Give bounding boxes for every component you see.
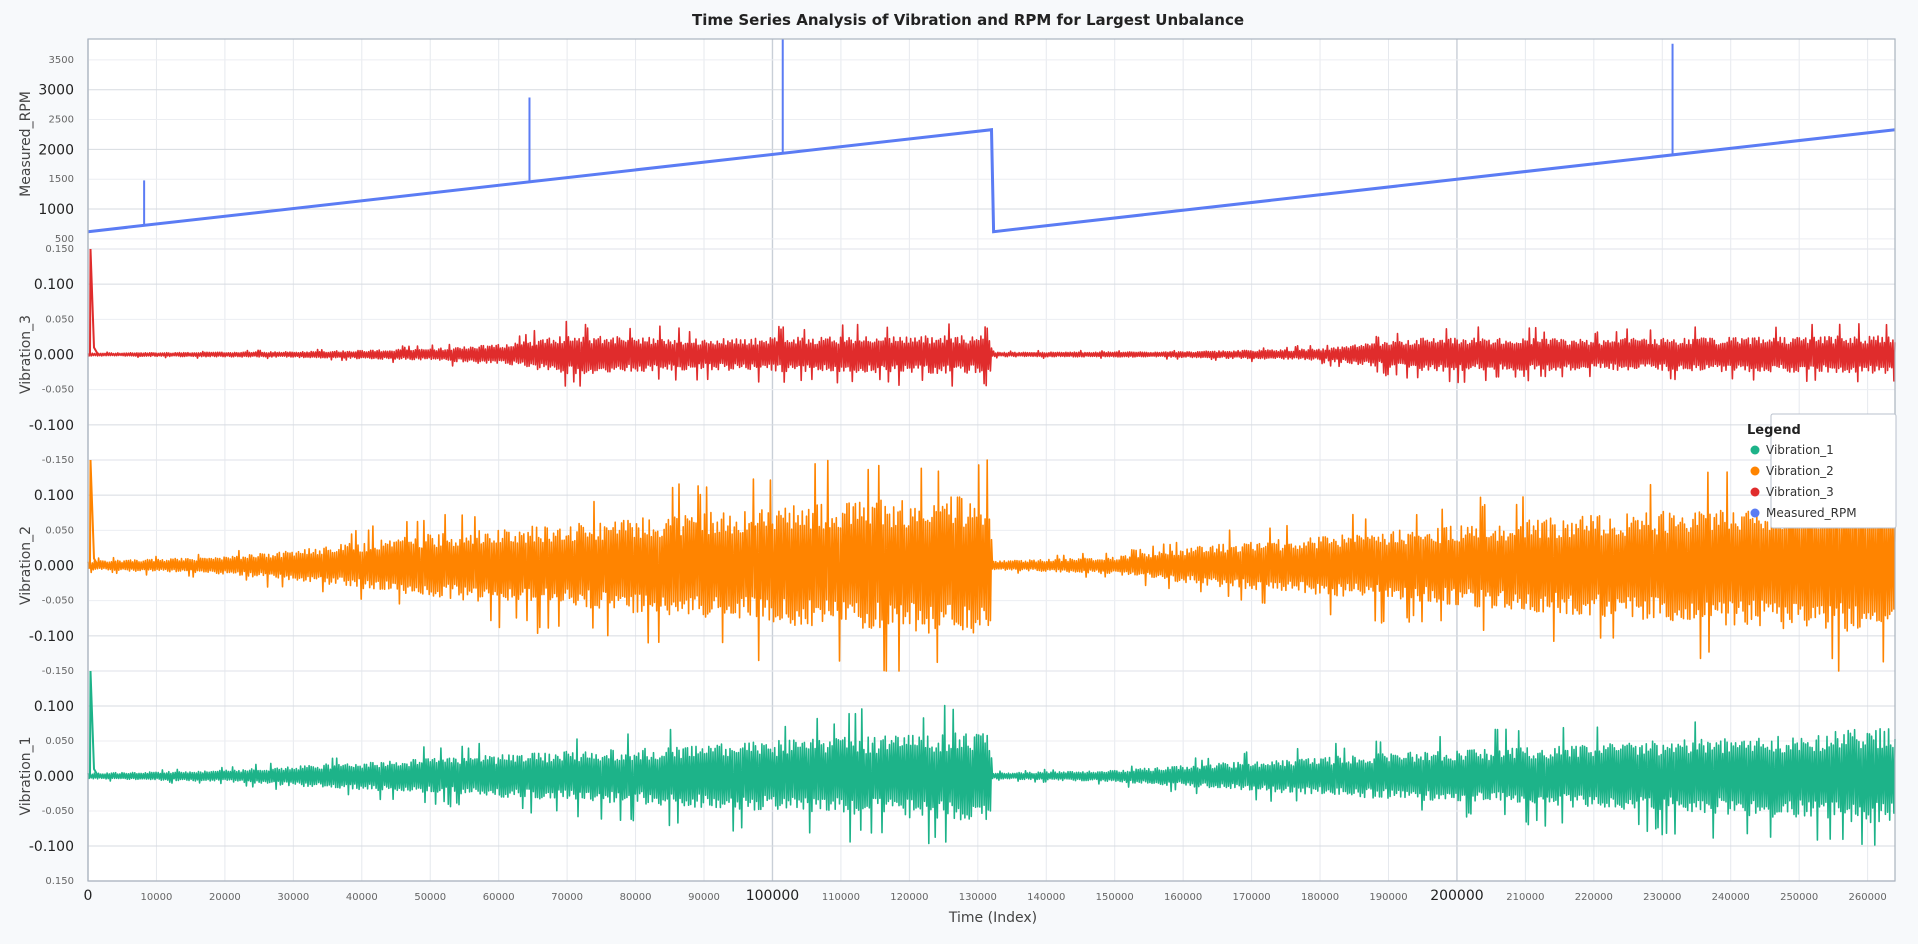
y-tick-label: 0.100 bbox=[34, 488, 74, 504]
x-tick-label: 30000 bbox=[277, 892, 309, 903]
x-tick-label: 50000 bbox=[414, 892, 446, 903]
y-tick-label: -0.100 bbox=[29, 418, 74, 434]
legend-items: Vibration_1 Vibration_2 Vibration_3 Measure… bbox=[1750, 443, 1857, 520]
x-tick-label: 140000 bbox=[1027, 892, 1065, 903]
y-tick-label: -0.100 bbox=[29, 629, 74, 645]
y-tick-label: 0.150 bbox=[45, 876, 74, 887]
x-tick-label: 250000 bbox=[1780, 892, 1818, 903]
y-tick-label: 2000 bbox=[38, 142, 74, 158]
y-tick-label: 0.100 bbox=[34, 277, 74, 293]
x-tick-label: 90000 bbox=[688, 892, 720, 903]
axis-layer: 0 10000 20000 30000 40000 50000 60000 70000 8000… bbox=[18, 38, 1896, 904]
legend-marker bbox=[1750, 466, 1760, 476]
series-line-vibration-3 bbox=[87, 320, 1896, 387]
start-transient bbox=[89, 670, 99, 777]
x-tick-label: 10000 bbox=[141, 892, 173, 903]
y-tick-label: 0.050 bbox=[45, 525, 74, 536]
legend-label: Vibration_2 bbox=[1766, 464, 1834, 478]
series-layer bbox=[87, 39, 1896, 846]
y-axis-label: Measured_RPM bbox=[18, 91, 34, 197]
legend-marker bbox=[1750, 487, 1760, 497]
y-tick-label: 0.150 bbox=[45, 244, 74, 255]
x-tick-label: 80000 bbox=[620, 892, 652, 903]
x-tick-label: 230000 bbox=[1643, 892, 1681, 903]
y-tick-label: 1000 bbox=[38, 202, 74, 218]
series-line-vibration-1 bbox=[87, 704, 1896, 846]
y-tick-label: 3500 bbox=[49, 55, 74, 66]
x-tick-label: 40000 bbox=[346, 892, 378, 903]
x-tick-label: 200000 bbox=[1430, 888, 1483, 904]
x-tick-label: 70000 bbox=[551, 892, 583, 903]
y-tick-label: -0.050 bbox=[42, 385, 74, 396]
legend-box bbox=[1770, 413, 1897, 529]
y-tick-label: 500 bbox=[55, 234, 74, 245]
y-tick-label: 0.000 bbox=[34, 559, 74, 575]
y-tick-label: -0.050 bbox=[42, 806, 74, 817]
x-tick-label: 150000 bbox=[1096, 892, 1134, 903]
x-tick-label: 20000 bbox=[209, 892, 241, 903]
y-axis-label: Vibration_1 bbox=[18, 736, 34, 815]
x-tick-label: 120000 bbox=[890, 892, 928, 903]
y-axis-label: Vibration_3 bbox=[18, 315, 34, 394]
legend[interactable]: Legend Vibration_1 Vibration_2 Vibration_3… bbox=[1747, 413, 1897, 529]
legend-marker bbox=[1750, 508, 1760, 518]
x-tick-label: 190000 bbox=[1369, 892, 1407, 903]
x-tick-label: 130000 bbox=[959, 892, 997, 903]
y-tick-label: 2500 bbox=[49, 115, 74, 126]
legend-label: Vibration_1 bbox=[1766, 443, 1834, 457]
start-transient bbox=[89, 459, 99, 566]
x-tick-label: 180000 bbox=[1301, 892, 1339, 903]
x-tick-label: 110000 bbox=[822, 892, 860, 903]
x-tick-label: 220000 bbox=[1575, 892, 1613, 903]
legend-title: Legend bbox=[1747, 423, 1801, 438]
y-axis-label: Vibration_2 bbox=[18, 526, 34, 605]
chart-title: Time Series Analysis of Vibration and RP… bbox=[692, 11, 1244, 29]
x-tick-label: 0 bbox=[84, 888, 93, 904]
x-tick-label: 210000 bbox=[1506, 892, 1544, 903]
y-tick-label: -0.150 bbox=[42, 455, 74, 466]
series-line-vibration-2 bbox=[87, 459, 1896, 672]
x-tick-label: 100000 bbox=[746, 888, 799, 904]
x-axis-label: Time (Index) bbox=[948, 910, 1037, 926]
y-tick-label: 0.100 bbox=[34, 699, 74, 715]
x-tick-label: 60000 bbox=[483, 892, 515, 903]
x-tick-label: 160000 bbox=[1164, 892, 1202, 903]
legend-label: Vibration_3 bbox=[1766, 485, 1834, 499]
x-tick-label: 170000 bbox=[1233, 892, 1271, 903]
start-transient bbox=[89, 248, 99, 355]
legend-label: Measured_RPM bbox=[1766, 506, 1857, 520]
y-tick-label: 0.000 bbox=[34, 348, 74, 364]
y-tick-label: 0.000 bbox=[34, 769, 74, 785]
y-tick-label: 0.050 bbox=[45, 736, 74, 747]
y-tick-label: 0.050 bbox=[45, 314, 74, 325]
y-tick-label: -0.050 bbox=[42, 596, 74, 607]
x-tick-label: 260000 bbox=[1849, 892, 1887, 903]
y-tick-label: 3000 bbox=[38, 83, 74, 99]
series-line-measured-rpm bbox=[87, 128, 1896, 234]
x-tick-label: 240000 bbox=[1712, 892, 1750, 903]
legend-marker bbox=[1750, 445, 1760, 455]
y-tick-label: -0.150 bbox=[42, 666, 74, 677]
y-tick-label: -0.100 bbox=[29, 839, 74, 855]
y-tick-label: 1500 bbox=[49, 174, 74, 185]
